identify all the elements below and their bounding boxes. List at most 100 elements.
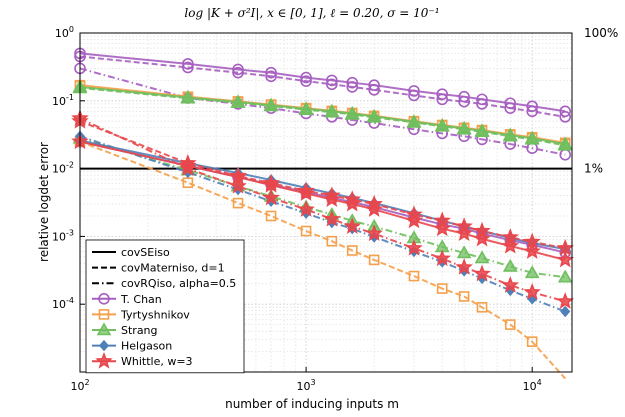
data-point: [182, 58, 194, 70]
data-point: [408, 270, 420, 282]
y-axis-label: relative logdet error: [37, 142, 51, 262]
data-point: [502, 258, 518, 272]
data-point: [408, 89, 420, 102]
ticks: 100% 1% 102 103 104 100 10-1 10-2 10-3 10-4: [52, 25, 618, 393]
data-point: [346, 81, 359, 93]
data-point: [297, 200, 315, 217]
legend-marker: [98, 292, 110, 305]
data-point: [524, 131, 540, 145]
data-point: [265, 210, 277, 222]
data-point: [300, 71, 312, 84]
chart-title: log |K + σ²I|, x ∈ [0, 1], ℓ = 0.20, σ =…: [184, 6, 439, 20]
y-tick-label: 10-2: [52, 161, 74, 176]
legend-label: Tyrtyshnikov: [120, 308, 190, 321]
legend-label: covMaterniso, d=1: [121, 262, 225, 275]
x-tick-label: 103: [297, 378, 316, 393]
reference-label: 1%: [584, 162, 603, 176]
y-tick-label: 10-3: [52, 228, 74, 243]
data-point: [365, 200, 383, 217]
data-point: [405, 205, 423, 223]
series-line: [79, 117, 566, 303]
data-point: [557, 269, 573, 283]
data-point: [365, 194, 383, 212]
data-point: [366, 109, 382, 123]
data-point: [476, 93, 488, 106]
data-point: [232, 63, 244, 76]
data-point: [300, 225, 312, 237]
series-3: [74, 79, 571, 149]
data-point: [504, 319, 516, 330]
data-point: [455, 224, 473, 242]
data-point: [326, 74, 338, 87]
data-point: [368, 84, 380, 96]
series-6: [72, 80, 573, 151]
data-point: [298, 102, 314, 115]
y-tick-label: 10-4: [52, 296, 74, 311]
data-point: [559, 111, 572, 123]
data-point: [365, 224, 383, 242]
data-point: [456, 121, 472, 135]
data-point: [433, 219, 451, 237]
series-14: [71, 109, 574, 309]
data-point: [405, 211, 423, 229]
data-point: [326, 235, 338, 247]
legend-box: [85, 239, 245, 374]
y-tick-label: 100: [55, 25, 74, 40]
legend-marker: [96, 322, 112, 336]
data-point: [433, 249, 451, 267]
legend-marker: [98, 309, 110, 320]
plot-frame: [79, 32, 573, 373]
data-point: [436, 93, 449, 106]
data-point: [458, 90, 470, 103]
data-point: [405, 238, 423, 256]
data-point: [297, 181, 315, 199]
data-point: [556, 292, 574, 309]
data-point: [232, 66, 244, 79]
data-point: [504, 102, 517, 114]
data-point: [229, 176, 247, 194]
data-point: [473, 221, 491, 239]
data-point: [473, 229, 491, 247]
data-point: [434, 118, 450, 132]
data-point: [343, 190, 362, 207]
data-point: [523, 283, 541, 300]
data-point: [232, 197, 244, 209]
data-point: [436, 283, 448, 294]
data-point: [323, 209, 341, 227]
data-point: [526, 336, 538, 347]
data-point: [343, 217, 362, 234]
data-point: [179, 159, 197, 177]
legend-label: T. Chan: [120, 293, 162, 306]
data-point: [182, 61, 194, 74]
data-point: [406, 114, 422, 128]
y-tick-label: 10-1: [52, 93, 74, 108]
data-point: [556, 238, 574, 256]
legend-marker: [95, 351, 113, 369]
data-point: [262, 188, 280, 206]
legend-label: covSEiso: [121, 246, 170, 259]
data-point: [474, 124, 490, 138]
data-point: [473, 264, 491, 282]
data-point: [344, 106, 360, 120]
data-point: [262, 173, 280, 191]
data-point: [300, 75, 312, 87]
data-point: [501, 276, 520, 293]
data-point: [182, 177, 194, 188]
x-axis-label: number of inducing inputs m: [225, 397, 399, 411]
legend: covSEiso covMaterniso, d=1 covRQiso, alpha…: [85, 239, 245, 374]
series-line: [79, 86, 566, 147]
legend-label: Helgason: [121, 340, 172, 353]
reference-label: 100%: [584, 26, 618, 40]
x-tick-label: 102: [70, 378, 89, 393]
data-point: [346, 245, 358, 256]
data-point: [560, 305, 571, 318]
data-point: [557, 137, 573, 151]
data-point: [265, 70, 277, 83]
data-point: [523, 232, 541, 250]
data-point: [180, 90, 196, 104]
series-1: [74, 50, 572, 123]
series-line: [79, 140, 566, 380]
data-point: [455, 258, 473, 275]
series-line: [79, 55, 566, 118]
data-point: [324, 104, 340, 118]
